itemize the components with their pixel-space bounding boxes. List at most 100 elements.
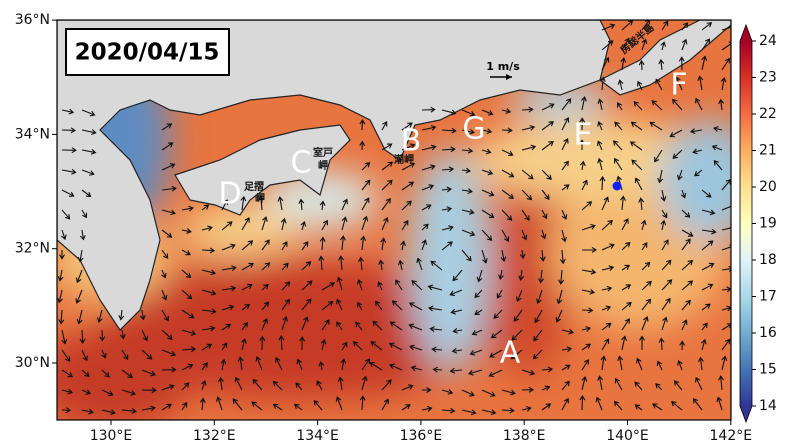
vector-arrow: [656, 360, 663, 371]
vector-arrow: [181, 205, 194, 212]
vector-arrow: [721, 323, 731, 331]
vector-arrow: [301, 241, 309, 251]
vector-arrow: [361, 197, 370, 211]
vector-arrow: [641, 298, 652, 311]
vector-arrow: [389, 363, 403, 371]
vector-arrow: [481, 409, 497, 416]
vector-arrow: [652, 403, 663, 411]
vector-arrow: [101, 389, 114, 397]
vector-arrow: [401, 143, 416, 151]
vector-arrow: [521, 209, 530, 221]
vector-arrow: [181, 346, 197, 353]
vector-arrow: [654, 149, 663, 163]
vector-arrow: [700, 338, 707, 351]
vector-arrow: [281, 262, 289, 271]
vector-arrow: [481, 189, 495, 197]
vector-arrow: [441, 407, 456, 414]
vector-arrow: [181, 329, 197, 336]
vector-arrow: [451, 347, 463, 354]
vector-arrow: [401, 404, 411, 411]
vector-arrow: [258, 195, 265, 211]
vector-arrow: [381, 161, 394, 171]
vector-arrow: [240, 195, 247, 211]
vector-arrow: [701, 240, 714, 251]
vector-arrow: [469, 349, 483, 356]
vector-arrow: [359, 140, 366, 151]
vector-arrow: [441, 127, 457, 134]
vector-arrow: [240, 338, 247, 351]
vector-arrow: [321, 282, 336, 291]
vector-arrow: [651, 100, 663, 111]
vector-arrow: [601, 196, 609, 211]
vector-arrow: [620, 57, 627, 71]
vector-arrow: [641, 261, 651, 271]
vector-arrow: [694, 169, 703, 177]
vector-arrow: [421, 204, 432, 211]
vector-arrow: [318, 360, 325, 371]
vector-arrow: [141, 387, 157, 394]
vector-arrow: [461, 167, 472, 174]
vector-arrow: [241, 303, 251, 311]
vector-arrow: [278, 335, 285, 351]
vector-arrow: [541, 366, 554, 373]
vector-arrow: [661, 259, 672, 271]
vector-arrow: [200, 379, 207, 391]
vector-arrow: [601, 285, 613, 292]
vector-arrow: [281, 281, 291, 291]
vector-arrow: [118, 309, 125, 321]
vector-arrow: [259, 335, 266, 351]
vector-arrow: [559, 249, 566, 265]
vector-arrow: [252, 378, 263, 391]
vector-arrow: [201, 225, 213, 232]
vector-arrow: [319, 236, 326, 251]
vector-arrow: [521, 169, 534, 180]
vector-arrow: [701, 209, 716, 216]
vector-arrow: [698, 356, 704, 371]
vector-arrow: [401, 122, 413, 131]
vector-arrow: [601, 56, 610, 71]
vector-arrow: [461, 128, 475, 135]
y-tick-label: 36°N: [15, 12, 50, 28]
vector-arrow: [441, 146, 456, 153]
vector-arrow: [532, 349, 543, 360]
vector-arrow: [498, 269, 504, 280]
land: [598, 20, 731, 96]
vector-arrow: [634, 177, 643, 191]
vector-arrow: [121, 349, 129, 361]
vector-arrow: [241, 283, 253, 291]
vector-arrow: [640, 219, 647, 231]
vector-arrow: [359, 395, 366, 411]
vector-arrow: [638, 59, 645, 71]
vector-arrow: [201, 204, 210, 211]
vector-arrow: [401, 219, 409, 231]
vector-arrow: [58, 309, 65, 325]
date: 2020/04/15: [75, 40, 220, 66]
vector-arrow: [601, 305, 612, 311]
vector-arrow: [579, 139, 586, 151]
vector-arrow: [595, 396, 603, 411]
vector-arrow: [301, 316, 309, 331]
vector-arrow: [660, 41, 667, 51]
vector-arrow: [655, 78, 663, 91]
vector-arrow: [641, 38, 648, 51]
x-tick-label: 132°E: [193, 428, 236, 444]
vector-arrow: [541, 121, 555, 131]
colorbar-tick-label: 14: [759, 398, 777, 414]
vector-arrow: [634, 381, 643, 391]
vector-arrow: [221, 285, 237, 292]
vector-arrow: [76, 309, 83, 325]
vector-arrow: [360, 235, 367, 251]
y-tick-label: 32°N: [15, 241, 50, 257]
vector-arrow: [601, 243, 615, 251]
vector-arrow: [381, 179, 393, 191]
vector-arrow: [293, 403, 303, 411]
vector-arrow: [61, 369, 74, 378]
vector-arrow: [75, 289, 83, 304]
vector-arrow: [220, 358, 227, 371]
vector-arrow: [411, 280, 423, 291]
vector-arrow: [241, 217, 250, 231]
vector-arrow: [81, 349, 88, 362]
vector-arrow: [721, 355, 728, 371]
place-label: 足摺: [244, 180, 264, 193]
scale-arrow-head: [506, 74, 512, 80]
